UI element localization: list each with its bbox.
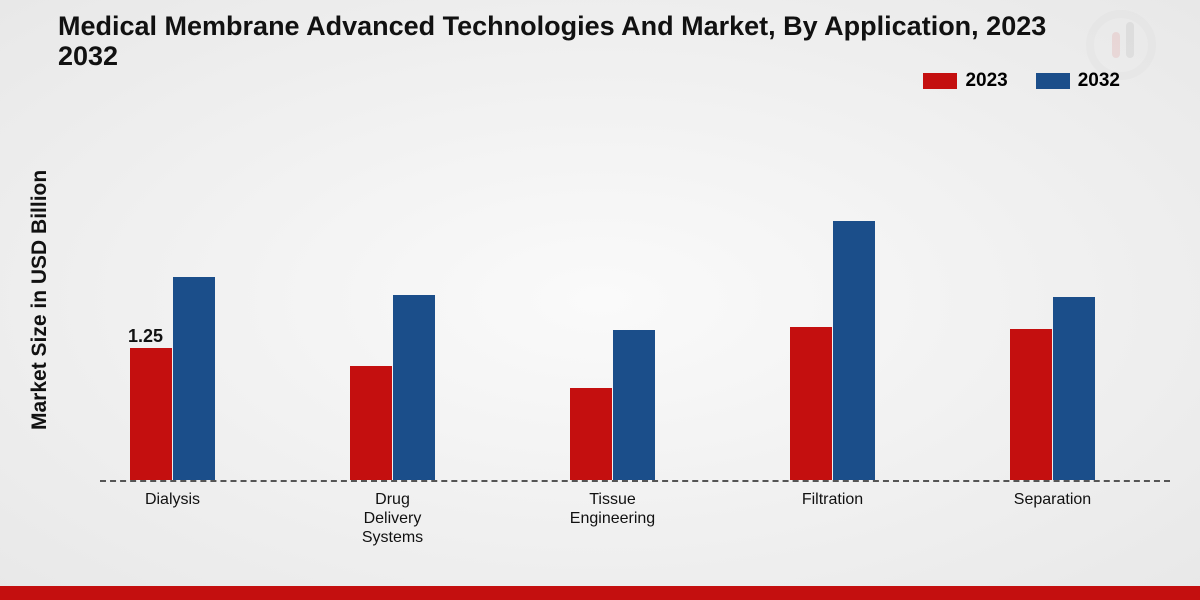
legend-swatch-2023 [923,73,957,89]
bar-2032 [173,277,215,480]
bar-2023 [350,366,392,480]
bar-2023 [1010,329,1052,480]
chart-title: Medical Membrane Advanced Technologies A… [58,12,1188,71]
bar-2032 [613,330,655,480]
plot-area: 1.25DialysisDrug Delivery SystemsTissue … [100,110,1170,480]
bar-2023 [570,388,612,480]
category-label: Separation [983,490,1123,509]
bar-2023 [130,348,172,480]
legend: 2023 2032 [923,70,1120,92]
legend-item-2023: 2023 [923,70,1007,92]
bar-2032 [393,295,435,480]
category-label: Drug Delivery Systems [323,490,463,548]
bar-group [790,221,875,480]
legend-label-2023: 2023 [965,70,1007,92]
category-label: Tissue Engineering [543,490,683,528]
bar-group [130,277,215,480]
legend-label-2032: 2032 [1078,70,1120,92]
y-axis-label: Market Size in USD Billion [28,170,52,430]
bar-data-label: 1.25 [128,326,163,347]
baseline [100,480,1170,482]
legend-swatch-2032 [1036,73,1070,89]
footer-bar [0,586,1200,600]
bar-2032 [1053,297,1095,480]
bar-group [350,295,435,480]
category-label: Dialysis [103,490,243,509]
bar-2023 [790,327,832,480]
bar-group [570,330,655,480]
legend-item-2032: 2032 [1036,70,1120,92]
bar-group [1010,297,1095,480]
bar-2032 [833,221,875,480]
category-label: Filtration [763,490,903,509]
